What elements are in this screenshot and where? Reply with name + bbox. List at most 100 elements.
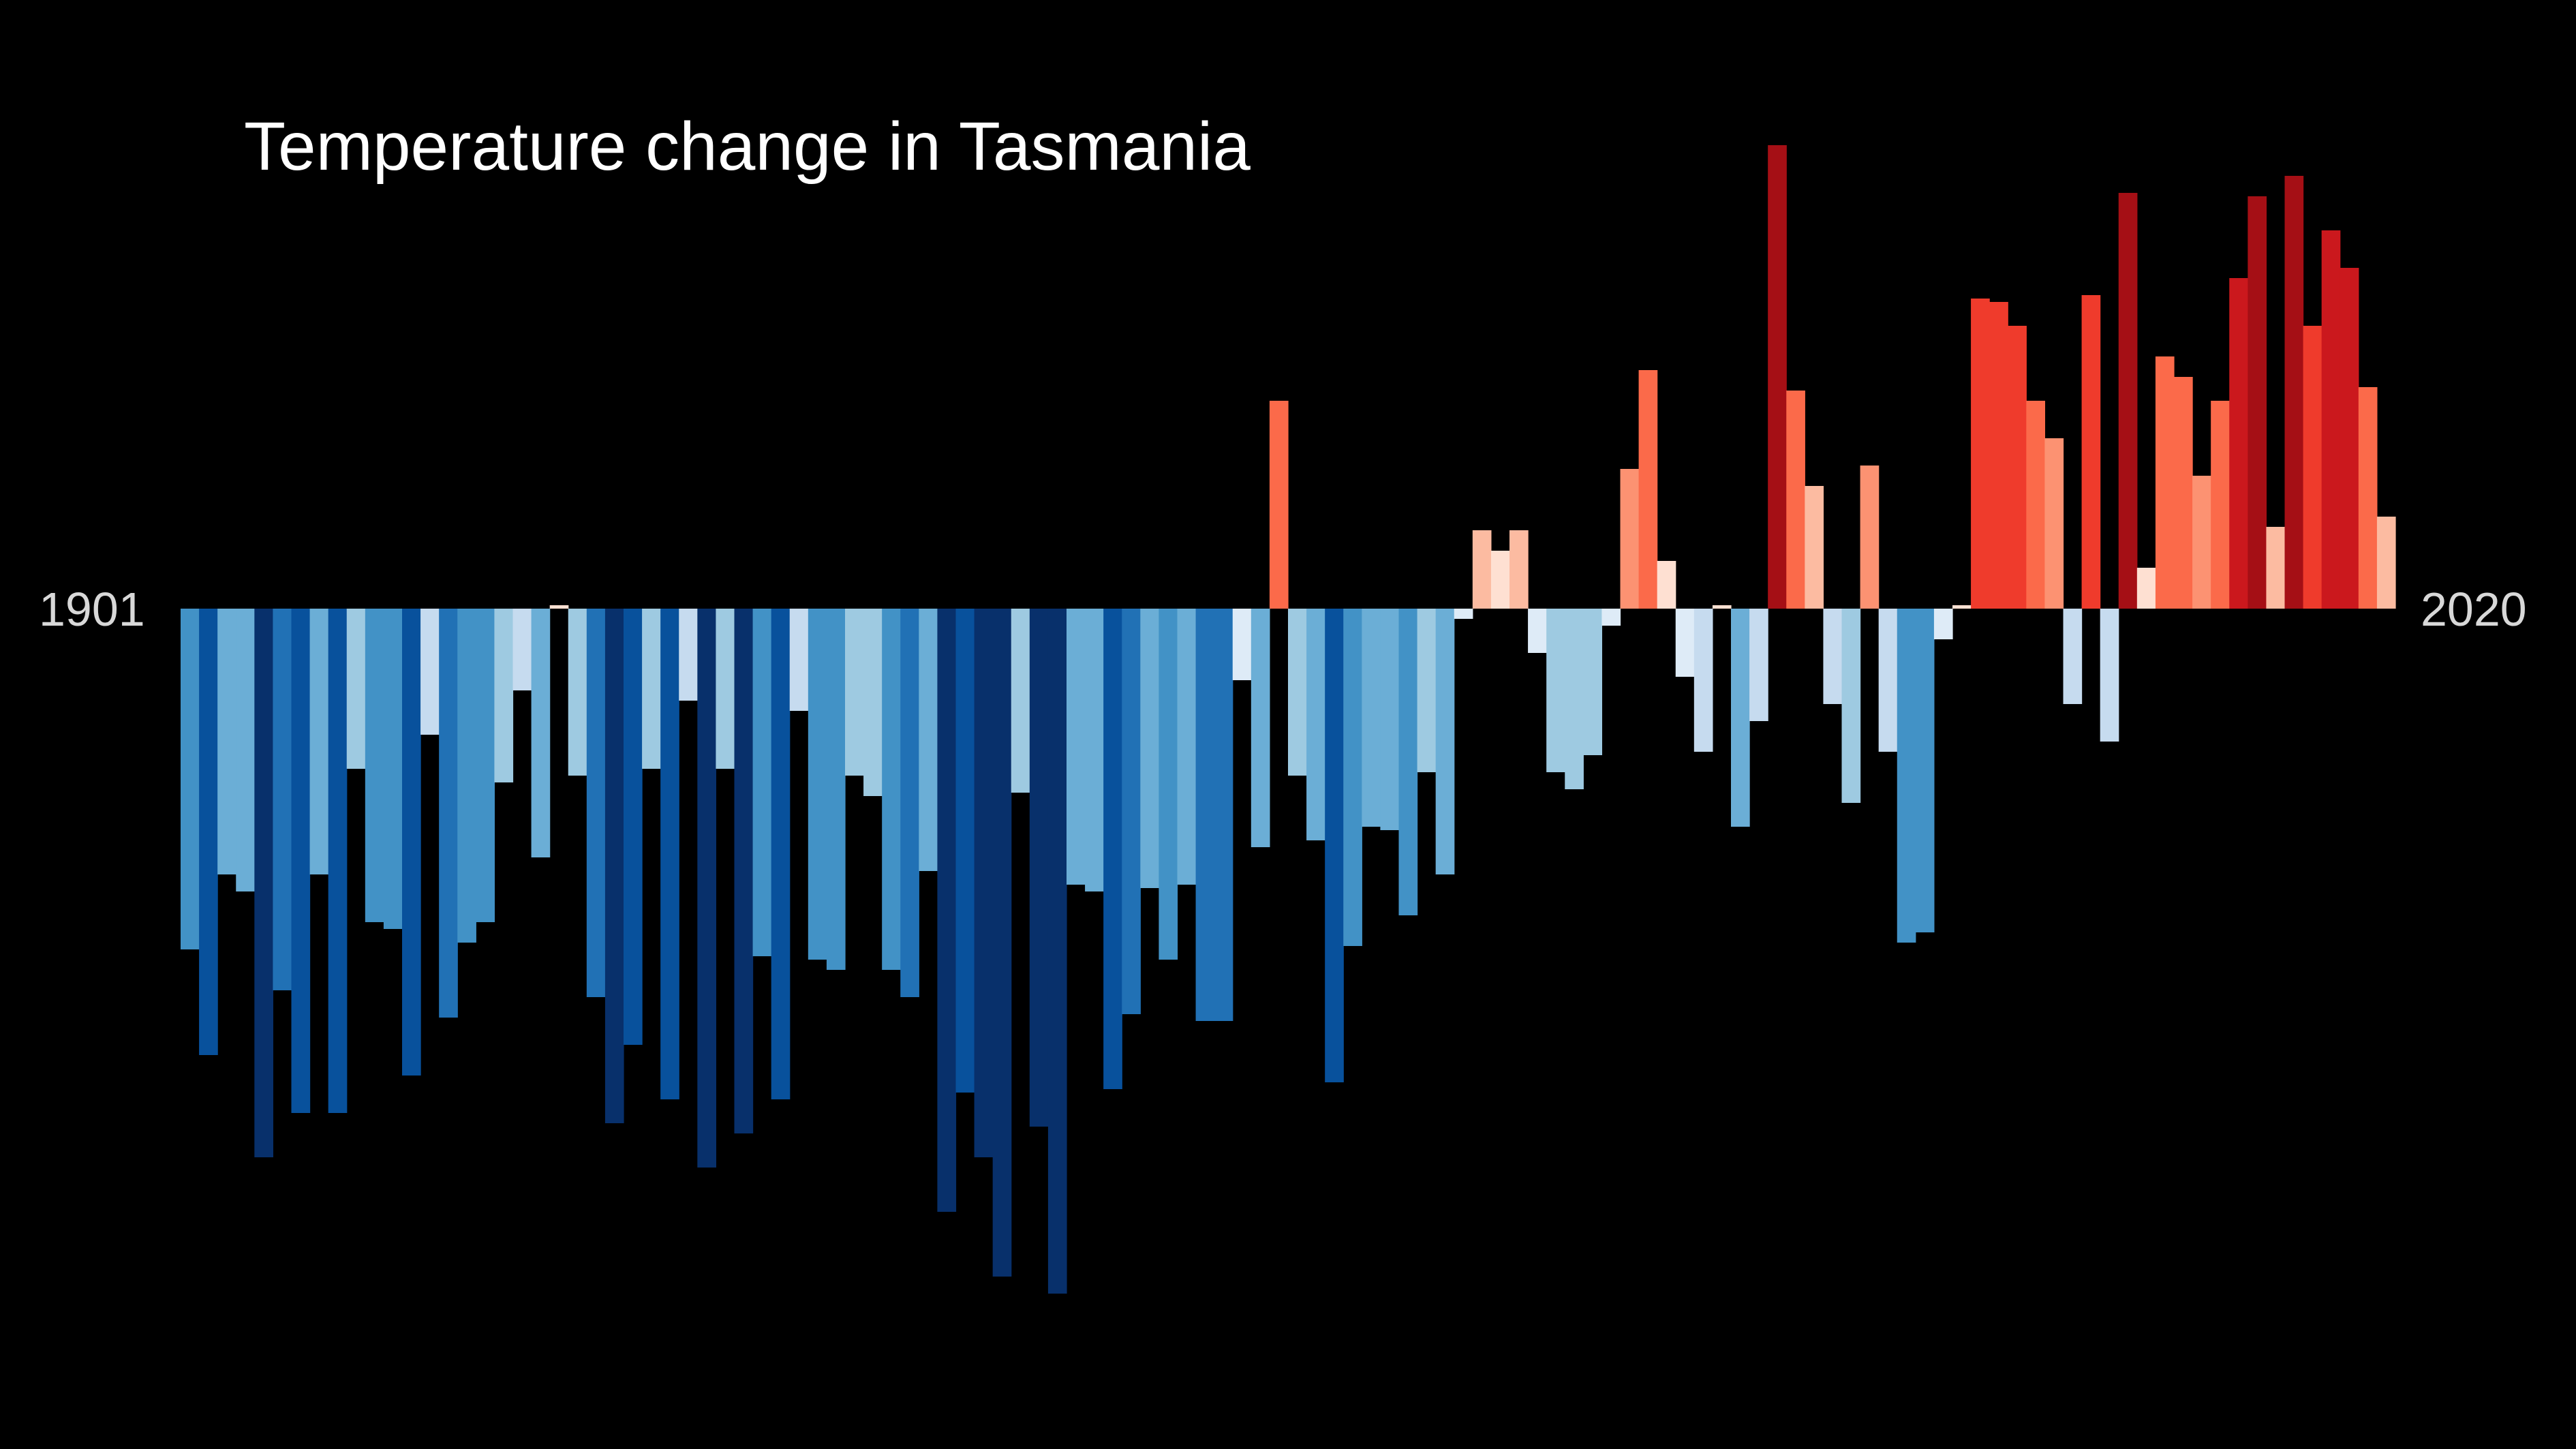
bar-1919 [512,609,532,690]
bar-1920 [531,609,551,857]
bar-2008 [2155,356,2175,609]
bar-1964 [1343,609,1362,946]
bar-1960 [1269,401,1289,609]
bar-1946 [1011,609,1030,793]
bar-1915 [439,609,458,1018]
bar-1972 [1490,551,1510,609]
bar-1947 [1029,609,1049,1127]
bar-1916 [457,609,476,943]
bar-1940 [900,609,919,997]
bar-1935 [808,609,827,960]
bar-1918 [494,609,514,782]
bar-2001 [2026,401,2046,609]
bar-1966 [1380,609,1400,830]
bar-1978 [1601,609,1621,626]
bar-1907 [291,609,311,1113]
bar-1925 [624,609,643,1045]
bar-1962 [1306,609,1325,840]
bar-1959 [1251,609,1270,847]
bar-1977 [1583,609,1603,755]
bar-1976 [1565,609,1584,789]
bar-1987 [1768,145,1787,609]
bar-1980 [1638,370,1658,609]
bar-1934 [789,609,809,711]
bar-1910 [346,609,366,769]
bar-2009 [2174,377,2193,609]
bar-1937 [845,609,864,776]
bar-1968 [1417,609,1437,772]
bar-1992 [1860,466,1880,609]
bar-1996 [1933,609,1953,639]
bar-2002 [2044,438,2064,609]
bar-1986 [1749,609,1768,721]
bar-1933 [771,609,791,1099]
bar-1965 [1362,609,1381,827]
bar-1917 [476,609,495,922]
bar-1909 [328,609,348,1113]
bar-1928 [679,609,698,701]
bar-1955 [1177,609,1197,885]
bar-1931 [734,609,754,1133]
bar-1990 [1823,609,1843,704]
bar-1993 [1878,609,1898,752]
bar-2019 [2358,387,2378,609]
bar-1975 [1546,609,1565,772]
bar-1954 [1159,609,1178,960]
bar-1941 [919,609,938,871]
bar-2011 [2211,401,2230,609]
bar-1963 [1325,609,1344,1082]
bar-1914 [420,609,440,735]
bar-2020 [2376,517,2396,609]
bar-2003 [2063,609,2083,704]
bar-1924 [604,609,624,1123]
bar-1970 [1454,609,1473,619]
bar-1948 [1047,609,1067,1294]
bar-1926 [642,609,661,769]
bar-1950 [1085,609,1104,891]
bar-1932 [752,609,772,956]
bar-1981 [1657,561,1676,609]
bar-1944 [974,609,994,1157]
bar-1943 [955,609,975,1093]
bar-1991 [1841,609,1861,803]
bar-1912 [383,609,403,929]
bar-1974 [1528,609,1547,653]
bar-2000 [2008,326,2027,609]
chart-title: Temperature change in Tasmania [244,108,1251,185]
bar-2012 [2229,278,2248,609]
bar-2016 [2303,326,2322,609]
bar-1938 [863,609,883,796]
x-end-label: 2020 [2421,583,2527,636]
bar-1956 [1195,609,1215,1021]
bar-1973 [1509,530,1529,609]
bar-1953 [1140,609,1160,888]
bar-2010 [2192,476,2211,609]
bar-1999 [1989,302,2008,609]
bar-1961 [1288,609,1307,776]
bar-1949 [1067,609,1086,885]
bar-2005 [2100,609,2119,742]
bar-2015 [2284,176,2304,609]
bar-2018 [2340,268,2359,609]
bar-1997 [1952,605,1972,609]
bar-1942 [937,609,957,1212]
bar-2014 [2266,527,2286,609]
bar-1988 [1786,391,1805,609]
x-start-label: 1901 [39,583,145,636]
bar-1903 [217,609,236,874]
bar-1904 [236,609,255,891]
bar-2007 [2136,568,2156,609]
bar-1901 [181,609,200,949]
bar-1922 [568,609,587,776]
bar-1929 [697,609,717,1168]
bar-2006 [2118,193,2138,609]
bar-1983 [1693,609,1713,752]
bar-1936 [826,609,846,970]
bar-1994 [1897,609,1916,943]
bar-1984 [1712,605,1732,609]
bar-1911 [365,609,384,922]
bar-1971 [1472,530,1492,609]
bar-1905 [254,609,274,1157]
bar-1982 [1675,609,1695,677]
